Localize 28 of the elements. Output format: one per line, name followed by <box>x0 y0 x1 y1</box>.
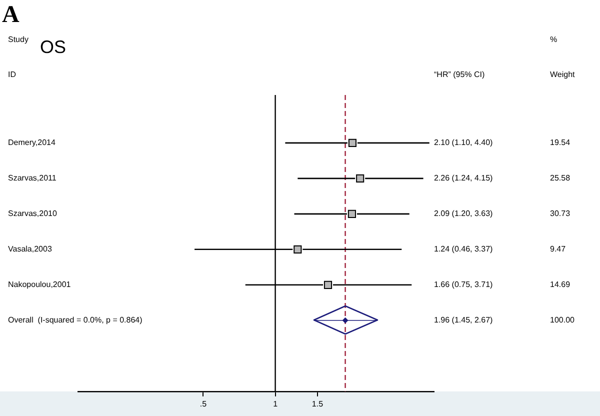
y-tick-label: Demery,2014 <box>8 138 56 148</box>
data-label: 2.26 (1.24, 4.15) <box>434 174 494 183</box>
text: 19.54 <box>550 138 571 148</box>
text: Study <box>8 35 28 44</box>
text: 14.69 <box>550 280 571 290</box>
data-label: 1.66 (0.75, 3.71) <box>434 280 494 290</box>
data-label: 2.10 (1.10, 4.40) <box>434 138 494 148</box>
y-tick-label: Nakopoulou,2001 <box>8 280 72 290</box>
y-tick-label: Szarvas,2011 <box>8 174 57 183</box>
y-tick-label: Overall (I-squared = 0.0%, p = 0.864) <box>8 316 143 325</box>
chart-title: OS <box>40 36 66 57</box>
text: 9.47 <box>550 244 566 254</box>
text: % <box>550 35 558 44</box>
x-tick-label: 1.5 <box>312 399 324 408</box>
annotation: 1.96 (1.45, 2.67) <box>434 316 494 325</box>
text: A <box>2 2 20 28</box>
data-label: 1.24 (0.46, 3.37) <box>434 244 494 254</box>
text: 25.58 <box>550 174 571 183</box>
x-tick-label: 1 <box>273 399 278 408</box>
y-tick-label: Vasala,2003 <box>8 244 52 254</box>
text: 30.73 <box>550 209 571 218</box>
text: “HR” (95% CI) <box>434 70 486 80</box>
data-label: 2.09 (1.20, 3.63) <box>434 209 494 218</box>
y-tick-label: Szarvas,2010 <box>8 209 58 218</box>
text: Weight <box>550 70 576 80</box>
text: ID <box>8 70 16 80</box>
x-tick-label: .5 <box>200 399 208 408</box>
text: 100.00 <box>550 316 576 325</box>
